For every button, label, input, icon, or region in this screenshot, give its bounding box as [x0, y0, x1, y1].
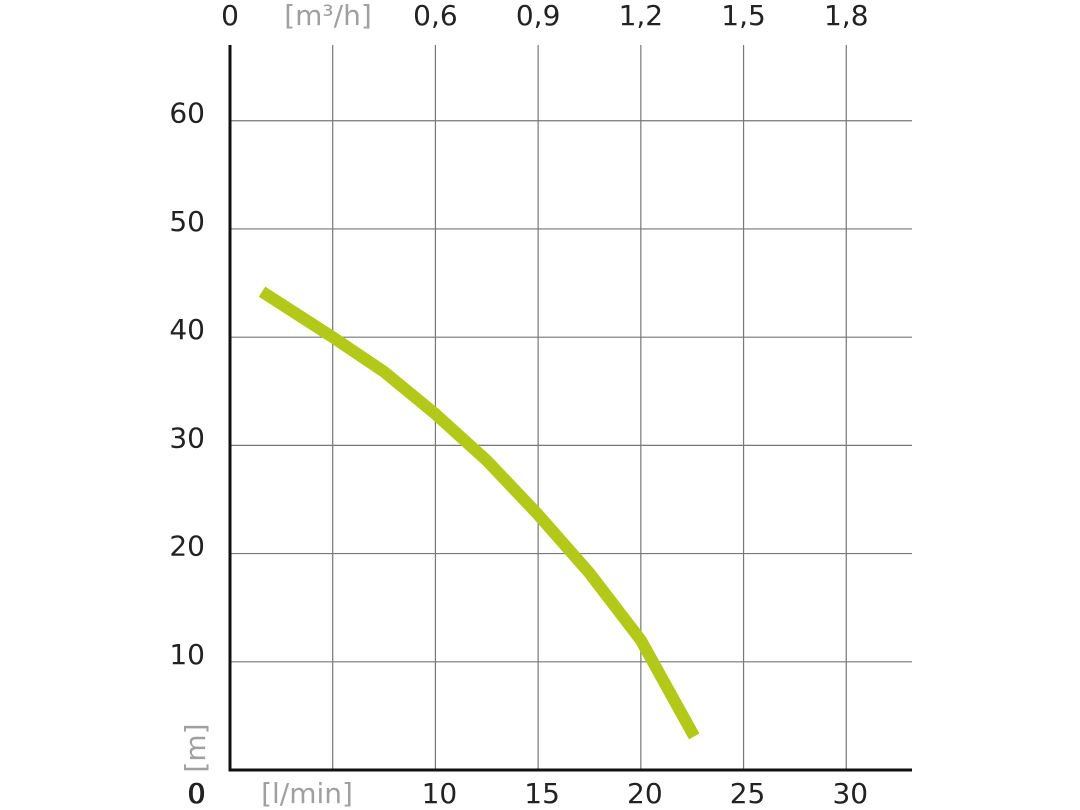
x2-tick-label: 0,9: [516, 0, 561, 32]
x-tick-label: 30: [832, 777, 868, 810]
y-tick-label: 30: [169, 421, 205, 454]
x-axis-label: [l/min]: [261, 777, 353, 810]
x-tick-label: 15: [524, 777, 560, 810]
x2-axis-label: [m³/h]: [284, 0, 372, 32]
y-tick-label: 40: [169, 313, 205, 346]
y-tick-label: 60: [169, 97, 205, 130]
x2-tick-label: 1,8: [824, 0, 869, 32]
x-tick-label: 25: [730, 777, 766, 810]
x2-tick-label: 0,6: [413, 0, 458, 32]
y-axis-label: [m]: [179, 723, 212, 772]
x-tick-label: 10: [422, 777, 458, 810]
y-tick-label: 50: [169, 205, 205, 238]
y-tick-label: 10: [169, 638, 205, 671]
x-tick-label: 0: [188, 777, 206, 810]
x2-tick-label: 1,2: [619, 0, 664, 32]
curve: [258, 286, 700, 740]
x2-tick-label: 1,5: [721, 0, 766, 32]
x2-tick-label: 0: [221, 0, 239, 32]
y-tick-label: 20: [169, 530, 205, 563]
x-tick-label: 20: [627, 777, 663, 810]
y-tick-label: 0: [187, 777, 205, 810]
